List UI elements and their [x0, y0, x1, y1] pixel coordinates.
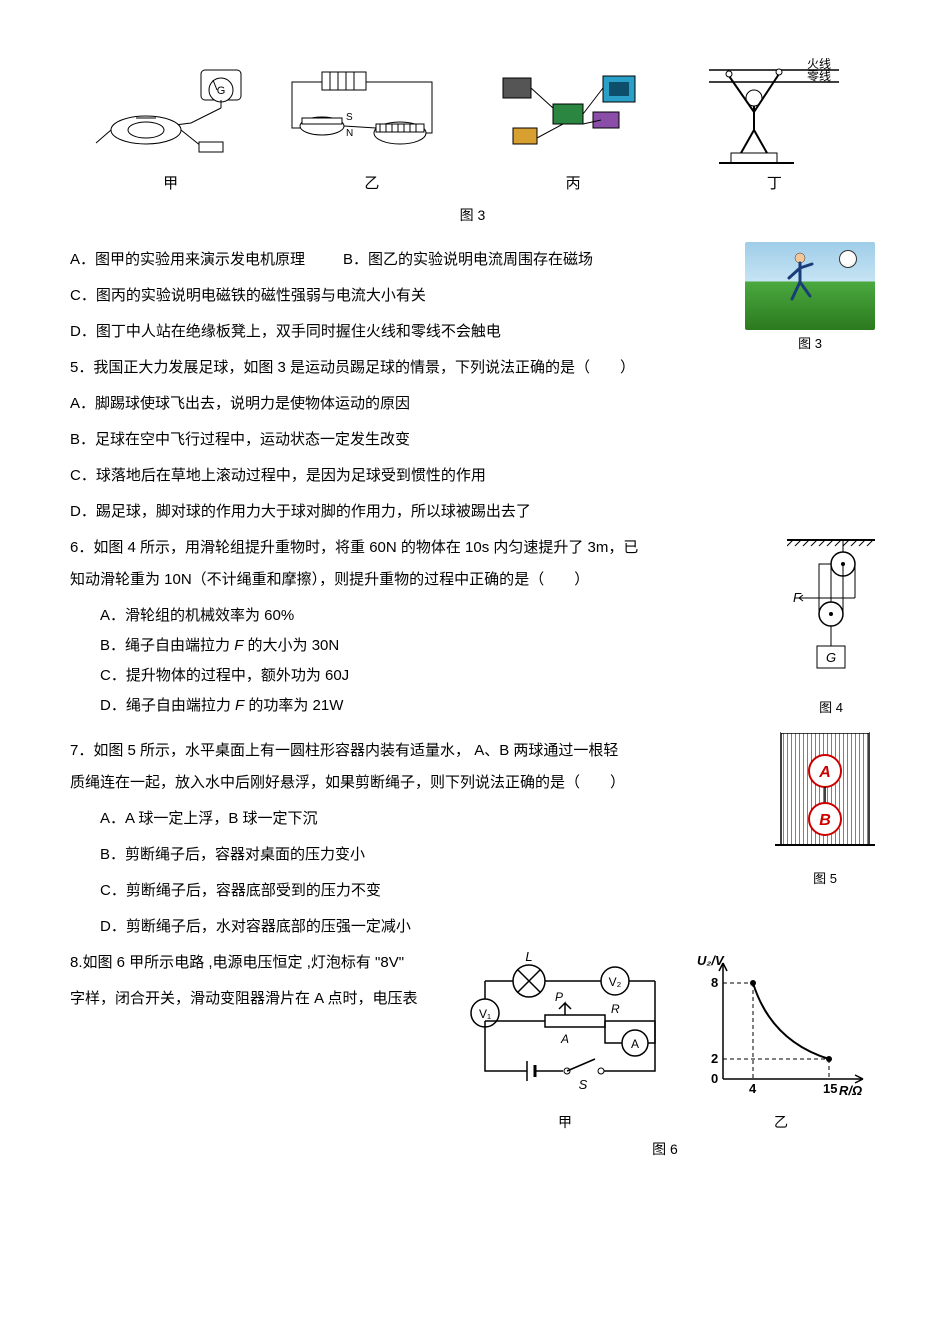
q6-a: A．滑轮组的机械效率为 60% — [100, 604, 875, 628]
svg-text:S: S — [579, 1077, 588, 1092]
soccer-caption: 图 3 — [745, 334, 875, 355]
prev-opts-ab: A．图甲的实验用来演示发电机原理 B．图乙的实验说明电流周围存在磁场 — [70, 248, 731, 272]
q8-chart: U₂/V R/Ω 8 2 0 4 15 乙 — [687, 951, 875, 1133]
q5-c: C．球落地后在草地上滚动过程中，是因为足球受到惯性的作用 — [70, 464, 875, 488]
fig-jia: G 甲 — [70, 68, 271, 196]
svg-text:V₁: V₁ — [479, 1007, 491, 1021]
svg-text:S: S — [346, 112, 353, 123]
q6-b-post: 的大小为 30N — [243, 637, 339, 654]
q7-stem2: 质绳连在一起，放入水中后刚好悬浮，如果剪断绳子，则下列说法正确的是（ ） — [70, 771, 875, 795]
q7-a: A．A 球一定上浮，B 球一定下沉 — [100, 807, 875, 831]
q5-d: D．踢足球，脚对球的作用力大于球对脚的作用力，所以球被踢出去了 — [70, 500, 875, 524]
svg-text:A: A — [631, 1037, 639, 1051]
prev-opt-b: B．图乙的实验说明电流周围存在磁场 — [343, 248, 593, 272]
container-figure: A B 图 5 — [775, 727, 875, 890]
svg-text:0: 0 — [711, 1071, 718, 1086]
q8-yi-label: 乙 — [687, 1111, 875, 1133]
svg-text:P: P — [555, 990, 563, 1004]
svg-text:A: A — [818, 764, 831, 781]
q6-b-pre: B．绳子自由端拉力 — [100, 637, 234, 654]
soccer-photo-block: 图 3 — [745, 242, 875, 355]
q8-caption: 图 6 — [455, 1138, 875, 1160]
svg-text:L: L — [525, 951, 532, 964]
svg-text:R: R — [611, 1002, 620, 1016]
pulley-figure: G F 图 4 — [787, 536, 875, 719]
q8-jia-label: 甲 — [455, 1111, 675, 1133]
svg-text:2: 2 — [711, 1051, 718, 1066]
svg-text:零线: 零线 — [807, 69, 831, 83]
q7-d: D．剪断绳子后，水对容器底部的压强一定减小 — [100, 915, 875, 939]
q6-c: C．提升物体的过程中，额外功为 60J — [100, 664, 875, 688]
q5-a: A．脚踢球使球飞出去，说明力是使物体运动的原因 — [70, 392, 875, 416]
q7-stem1: 7．如图 5 所示，水平桌面上有一圆柱形容器内装有适量水， A、B 两球通过一根… — [70, 739, 875, 763]
fig-ding-svg: 火线 零线 — [699, 58, 849, 168]
q6-d-post: 的功率为 21W — [244, 697, 343, 714]
fig-yi-label: 乙 — [271, 172, 472, 196]
q6-options: A．滑轮组的机械效率为 60% B．绳子自由端拉力 F 的大小为 30N C．提… — [70, 604, 875, 718]
soccer-photo — [745, 242, 875, 330]
svg-text:G: G — [216, 85, 225, 97]
q8-figures: L V₂ V₁ P R A A — [455, 951, 875, 1160]
fig-bing: 丙 — [473, 68, 674, 196]
fig-yi: S N 乙 — [271, 68, 472, 196]
svg-text:15: 15 — [823, 1081, 837, 1096]
fig-jia-svg: G — [91, 68, 251, 168]
svg-text:U₂/V: U₂/V — [697, 953, 725, 968]
q6-stem2: 知动滑轮重为 10N（不计绳重和摩擦），则提升重物的过程中正确的是（ ） — [70, 568, 875, 592]
svg-text:N: N — [346, 128, 353, 139]
pulley-caption: 图 4 — [787, 698, 875, 719]
fig-ding-label: 丁 — [674, 172, 875, 196]
q8-circuit-svg: L V₂ V₁ P R A A — [455, 951, 675, 1101]
soccer-player-icon — [785, 252, 815, 302]
fig-bing-svg — [493, 68, 653, 168]
fig-ding: 火线 零线 丁 — [674, 58, 875, 196]
q6-d-mid: F — [235, 697, 244, 714]
svg-text:V₂: V₂ — [609, 975, 622, 989]
q6-d-pre: D．绳子自由端拉力 — [100, 697, 235, 714]
svg-text:F: F — [793, 590, 802, 605]
pulley-svg: G F — [787, 536, 875, 686]
container-caption: 图 5 — [775, 869, 875, 890]
q5-b: B．足球在空中飞行过程中，运动状态一定发生改变 — [70, 428, 875, 452]
q8-circuit: L V₂ V₁ P R A A — [455, 951, 675, 1133]
soccer-ball-icon — [839, 250, 857, 268]
q7-c: C．剪断绳子后，容器底部受到的压力不变 — [100, 879, 875, 903]
figure3-row: G 甲 S N — [70, 58, 875, 196]
figure3-caption: 图 3 — [70, 204, 875, 226]
q6-b: B．绳子自由端拉力 F 的大小为 30N — [100, 634, 875, 658]
container-svg: A B — [775, 727, 875, 857]
svg-text:B: B — [819, 812, 831, 829]
q5-stem: 5．我国正大力发展足球，如图 3 是运动员踢足球的情景，下列说法正确的是（ ） — [70, 356, 875, 380]
fig-yi-svg: S N — [282, 68, 462, 168]
q6-stem1: 6．如图 4 所示，用滑轮组提升重物时，将重 60N 的物体在 10s 内匀速提… — [70, 536, 875, 560]
fig-jia-label: 甲 — [70, 172, 271, 196]
q7-b: B．剪断绳子后，容器对桌面的压力变小 — [100, 843, 875, 867]
svg-text:8: 8 — [711, 975, 718, 990]
svg-text:4: 4 — [749, 1081, 757, 1096]
q6-b-mid: F — [234, 637, 243, 654]
svg-text:A: A — [560, 1032, 569, 1046]
svg-text:G: G — [826, 650, 836, 665]
q8-chart-svg: U₂/V R/Ω 8 2 0 4 15 — [691, 951, 871, 1101]
fig-bing-label: 丙 — [473, 172, 674, 196]
q6-d: D．绳子自由端拉力 F 的功率为 21W — [100, 694, 875, 718]
svg-text:R/Ω: R/Ω — [839, 1083, 862, 1098]
prev-opt-a: A．图甲的实验用来演示发电机原理 — [70, 248, 305, 272]
